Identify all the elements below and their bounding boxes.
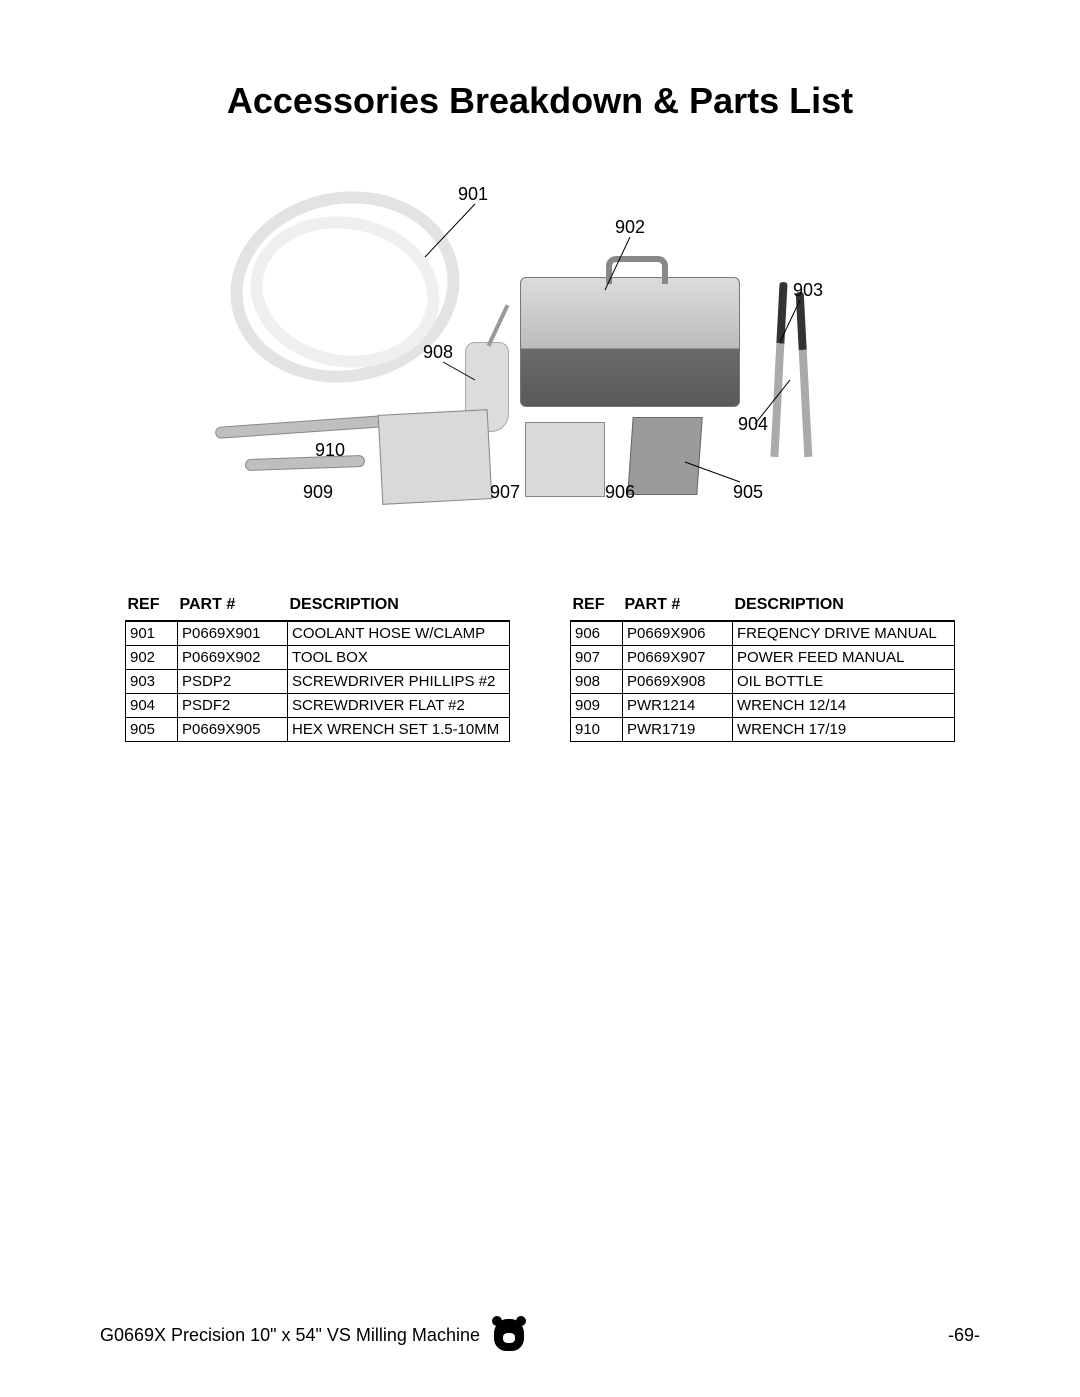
table-row: 902P0669X902TOOL BOX (126, 646, 510, 670)
page-title: Accessories Breakdown & Parts List (90, 80, 990, 122)
cell-ref: 903 (126, 670, 178, 694)
col-desc: DESCRIPTION (288, 592, 510, 621)
cell-part: P0669X908 (623, 670, 733, 694)
table-row: 906P0669X906FREQENCY DRIVE MANUAL (571, 621, 955, 646)
cell-ref: 909 (571, 694, 623, 718)
cell-part: P0669X907 (623, 646, 733, 670)
cell-desc: TOOL BOX (288, 646, 510, 670)
cell-ref: 901 (126, 621, 178, 646)
cell-part: PSDP2 (178, 670, 288, 694)
table-row: 904PSDF2SCREWDRIVER FLAT #2 (126, 694, 510, 718)
cell-part: PWR1214 (623, 694, 733, 718)
cell-ref: 904 (126, 694, 178, 718)
parts-diagram: 901 902 903 904 905 906 907 908 909 910 (175, 162, 905, 532)
cell-part: PSDF2 (178, 694, 288, 718)
cell-ref: 902 (126, 646, 178, 670)
footer-product: G0669X Precision 10" x 54" VS Milling Ma… (100, 1325, 480, 1346)
cell-part: P0669X905 (178, 718, 288, 742)
col-ref: REF (571, 592, 623, 621)
table-row: 909PWR1214WRENCH 12/14 (571, 694, 955, 718)
cell-part: P0669X901 (178, 621, 288, 646)
cell-desc: HEX WRENCH SET 1.5-10MM (288, 718, 510, 742)
cell-part: PWR1719 (623, 718, 733, 742)
table-row: 905P0669X905HEX WRENCH SET 1.5-10MM (126, 718, 510, 742)
col-part: PART # (178, 592, 288, 621)
cell-ref: 907 (571, 646, 623, 670)
col-part: PART # (623, 592, 733, 621)
tables-container: REF PART # DESCRIPTION 901P0669X901COOLA… (90, 592, 990, 742)
page-footer: G0669X Precision 10" x 54" VS Milling Ma… (0, 1319, 1080, 1351)
cell-desc: COOLANT HOSE W/CLAMP (288, 621, 510, 646)
bear-logo-icon (494, 1319, 524, 1351)
footer-page-number: -69- (948, 1325, 980, 1346)
cell-desc: FREQENCY DRIVE MANUAL (733, 621, 955, 646)
table-row: 903PSDP2SCREWDRIVER PHILLIPS #2 (126, 670, 510, 694)
cell-desc: SCREWDRIVER FLAT #2 (288, 694, 510, 718)
table-row: 901P0669X901COOLANT HOSE W/CLAMP (126, 621, 510, 646)
cell-desc: WRENCH 12/14 (733, 694, 955, 718)
cell-ref: 908 (571, 670, 623, 694)
col-desc: DESCRIPTION (733, 592, 955, 621)
cell-ref: 906 (571, 621, 623, 646)
table-row: 908P0669X908OIL BOTTLE (571, 670, 955, 694)
leader-lines (175, 162, 905, 532)
table-row: 907P0669X907POWER FEED MANUAL (571, 646, 955, 670)
cell-part: P0669X906 (623, 621, 733, 646)
cell-ref: 905 (126, 718, 178, 742)
cell-desc: POWER FEED MANUAL (733, 646, 955, 670)
col-ref: REF (126, 592, 178, 621)
parts-table-right: REF PART # DESCRIPTION 906P0669X906FREQE… (570, 592, 955, 742)
cell-desc: OIL BOTTLE (733, 670, 955, 694)
parts-table-left: REF PART # DESCRIPTION 901P0669X901COOLA… (125, 592, 510, 742)
cell-desc: WRENCH 17/19 (733, 718, 955, 742)
cell-ref: 910 (571, 718, 623, 742)
cell-desc: SCREWDRIVER PHILLIPS #2 (288, 670, 510, 694)
cell-part: P0669X902 (178, 646, 288, 670)
table-row: 910PWR1719WRENCH 17/19 (571, 718, 955, 742)
